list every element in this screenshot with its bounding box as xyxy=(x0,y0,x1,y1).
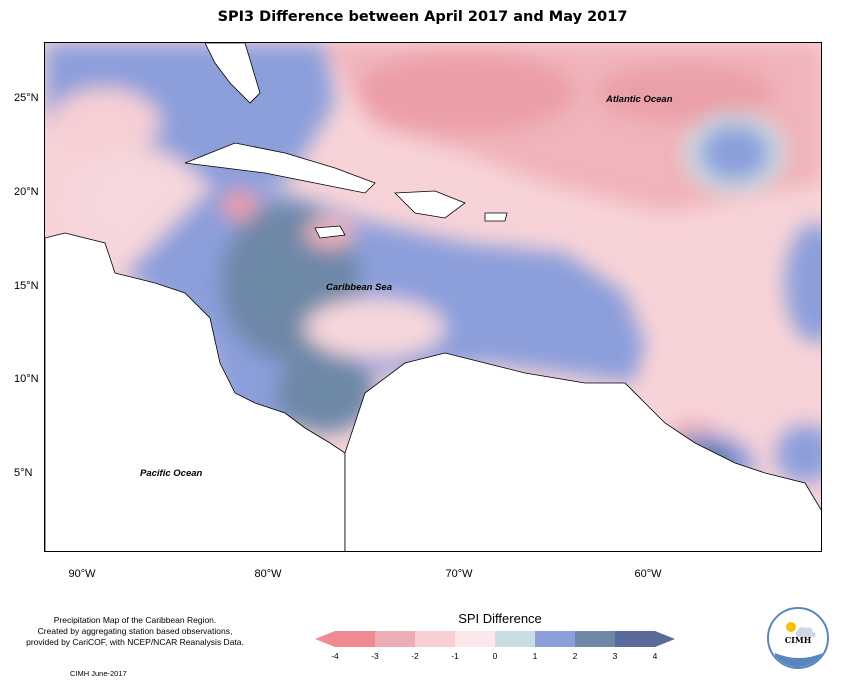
lat-label-25n: 25°N xyxy=(14,92,39,104)
lat-label-10n: 10°N xyxy=(14,373,39,385)
lon-label-60w: 60°W xyxy=(634,568,662,580)
lat-label-5n: 5°N xyxy=(14,467,33,479)
pacific-ocean-label: Pacific Ocean xyxy=(140,468,203,479)
credits-block: Precipitation Map of the Caribbean Regio… xyxy=(20,615,250,648)
lat-label-20n: 20°N xyxy=(14,186,39,198)
atlantic-ocean-label: Atlantic Ocean xyxy=(606,94,673,105)
legend-title: SPI Difference xyxy=(458,611,542,626)
lon-label-90w: 90°W xyxy=(68,568,96,580)
credits-date: CIMH June-2017 xyxy=(70,669,127,678)
lon-label-70w: 70°W xyxy=(445,568,473,580)
legend-arrow-high xyxy=(655,631,675,647)
legend-bin xyxy=(495,631,535,647)
credits-line-1: Precipitation Map of the Caribbean Regio… xyxy=(53,615,217,625)
map-title: SPI3 Difference between April 2017 and M… xyxy=(217,9,628,25)
lat-label-15n: 15°N xyxy=(14,280,39,292)
lon-label-80w: 80°W xyxy=(254,568,282,580)
legend-tick: -3 xyxy=(371,651,379,661)
legend-bin xyxy=(335,631,375,647)
legend-tick: 3 xyxy=(612,651,618,661)
legend-tick: -2 xyxy=(411,651,419,661)
land-outlines xyxy=(45,43,821,551)
legend-bin xyxy=(535,631,575,647)
legend-colorbar xyxy=(315,631,675,647)
caribbean-sea-label: Caribbean Sea xyxy=(326,282,392,293)
legend-arrow-low xyxy=(315,631,335,647)
map-area[interactable] xyxy=(44,42,822,552)
legend-tick: -1 xyxy=(451,651,459,661)
cimh-logo: CIMH xyxy=(767,607,829,669)
spi-map-svg xyxy=(45,43,821,551)
credits-line-2: Created by aggregating station based obs… xyxy=(37,626,233,636)
legend-bin xyxy=(455,631,495,647)
legend-bin xyxy=(615,631,655,647)
legend-bin xyxy=(575,631,615,647)
credits-line-3: provided by CariCOF, with NCEP/NCAR Rean… xyxy=(26,637,244,647)
sun-cloud-logo-icon xyxy=(775,622,823,667)
legend-tick: 4 xyxy=(652,651,658,661)
legend-tick: 1 xyxy=(532,651,538,661)
legend-bin xyxy=(415,631,455,647)
legend-tick: 2 xyxy=(572,651,578,661)
logo-text: CIMH xyxy=(784,635,812,645)
legend-tick: -4 xyxy=(331,651,339,661)
legend-bin xyxy=(375,631,415,647)
legend-tick: 0 xyxy=(492,651,498,661)
